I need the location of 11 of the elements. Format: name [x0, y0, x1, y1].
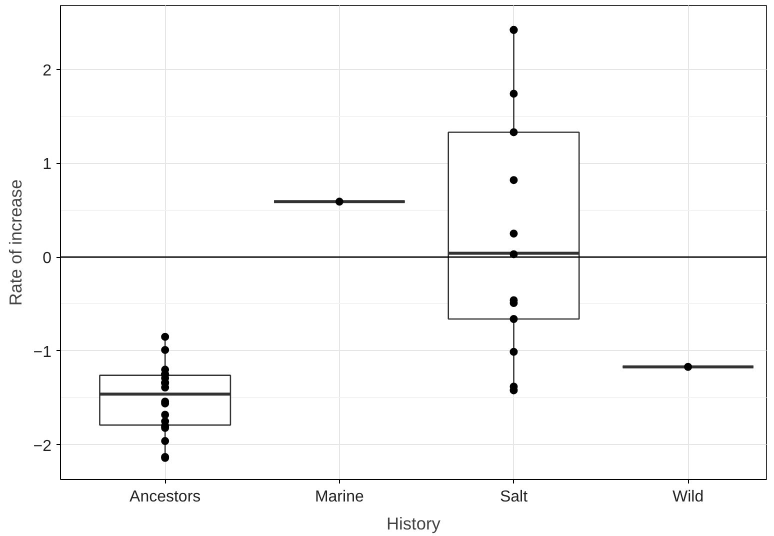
- x-tick-label: Marine: [314, 488, 364, 506]
- x-tick-label: Ancestors: [130, 488, 201, 506]
- x-tick-label: Wild: [672, 488, 704, 506]
- y-tick-label: 1: [42, 156, 52, 174]
- x-axis-title: History: [386, 514, 441, 534]
- y-tick-label: −2: [33, 438, 52, 455]
- y-tick-label: 2: [42, 62, 52, 80]
- x-tick-label: Salt: [500, 488, 528, 506]
- y-axis-title: Rate of increase: [5, 179, 26, 306]
- y-tick-label: −1: [33, 344, 52, 361]
- y-tick-label: 0: [42, 250, 52, 268]
